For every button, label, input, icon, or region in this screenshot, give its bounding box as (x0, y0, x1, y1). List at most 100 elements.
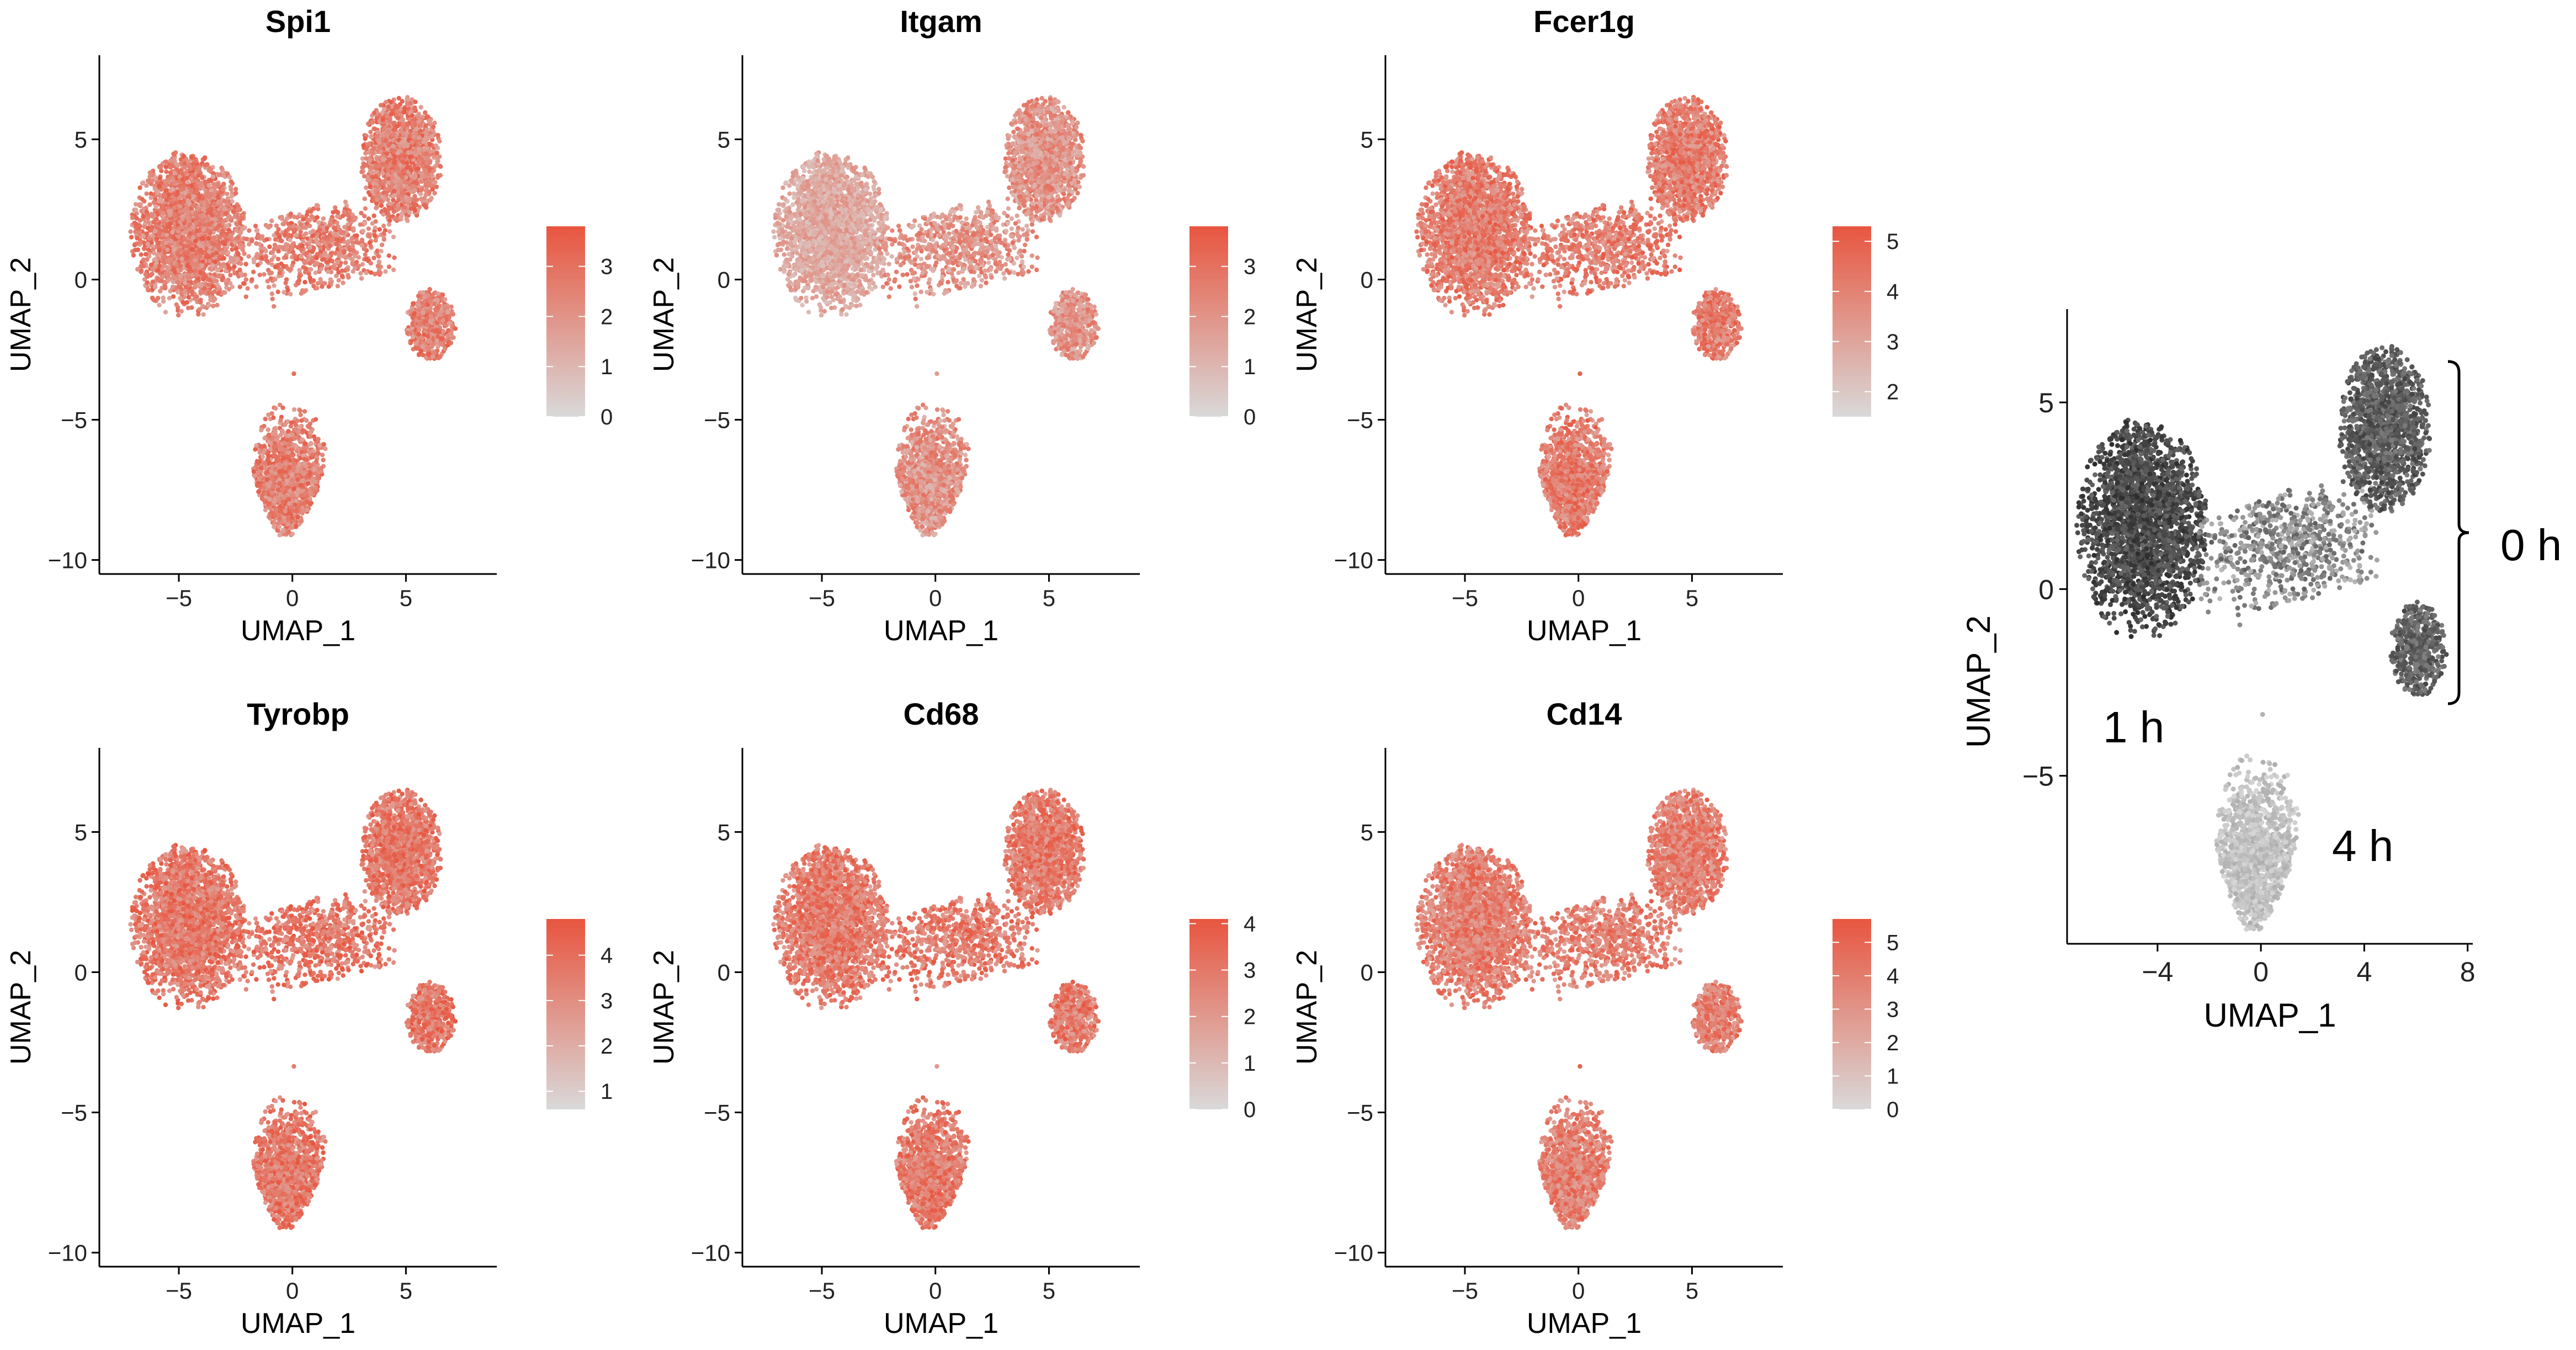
data-point (200, 259, 205, 264)
data-point (335, 259, 340, 265)
data-point (352, 265, 358, 271)
data-point (451, 335, 456, 340)
data-point (157, 248, 162, 253)
data-point (400, 99, 405, 104)
data-point (327, 243, 333, 248)
data-point (156, 295, 161, 301)
data-point (433, 179, 438, 185)
data-point (410, 123, 416, 128)
data-point (410, 322, 415, 327)
data-point (359, 169, 364, 174)
data-point (214, 251, 219, 256)
data-point (318, 277, 323, 282)
data-point (205, 254, 211, 259)
data-point (340, 274, 345, 279)
data-point (226, 265, 231, 270)
data-point (167, 265, 172, 270)
data-point (264, 258, 270, 264)
data-point (350, 244, 355, 249)
data-point (383, 269, 388, 274)
data-point (193, 165, 198, 170)
data-point (381, 237, 386, 242)
data-point (346, 275, 351, 280)
data-point (269, 257, 274, 262)
data-point (287, 237, 293, 242)
data-point (221, 290, 226, 295)
data-point (175, 289, 180, 295)
data-point (418, 348, 423, 354)
data-point (232, 264, 237, 269)
data-point (423, 183, 428, 188)
data-point (416, 302, 422, 307)
data-point (445, 333, 450, 338)
data-point (265, 279, 270, 284)
data-point (438, 173, 443, 178)
data-point (215, 268, 221, 273)
data-point (161, 299, 166, 304)
data-point (416, 114, 421, 120)
data-point (302, 261, 307, 265)
data-point (216, 183, 221, 188)
data-point (302, 280, 307, 285)
data-point (273, 264, 278, 270)
data-point (401, 123, 406, 127)
data-point (290, 242, 295, 247)
data-point (179, 309, 184, 314)
data-point (194, 273, 199, 278)
data-point (269, 291, 274, 296)
data-point (427, 120, 432, 125)
data-point (213, 259, 217, 264)
data-point (147, 202, 152, 207)
data-point (131, 253, 136, 258)
data-point (225, 251, 231, 256)
data-point (416, 332, 421, 337)
data-point (179, 187, 184, 192)
data-point (364, 156, 369, 161)
data-point (201, 227, 206, 232)
data-point (386, 253, 391, 258)
data-point (153, 228, 158, 234)
data-point (141, 214, 146, 219)
data-point (433, 143, 438, 148)
data-point (251, 269, 256, 274)
data-point (313, 270, 318, 275)
data-point (398, 215, 403, 220)
data-point (178, 274, 183, 279)
data-point (141, 180, 146, 185)
data-point (333, 232, 338, 238)
data-point (189, 155, 194, 160)
data-point (242, 272, 247, 278)
data-point (217, 172, 222, 178)
data-point (379, 242, 385, 247)
data-point (369, 135, 374, 140)
data-point (275, 231, 280, 236)
data-point (274, 245, 279, 249)
data-point (386, 104, 391, 109)
data-point (345, 267, 350, 272)
data-point (444, 313, 449, 319)
data-point (424, 316, 429, 321)
data-point (326, 269, 331, 274)
data-point (152, 183, 157, 188)
data-point (367, 141, 371, 146)
data-point (229, 218, 234, 223)
data-point (370, 150, 375, 155)
data-point (194, 258, 199, 263)
data-point (334, 273, 339, 278)
data-point (170, 176, 176, 181)
data-point (442, 347, 448, 352)
data-point (435, 132, 440, 138)
data-point (198, 253, 203, 259)
data-point (405, 185, 410, 190)
data-point (183, 190, 188, 195)
data-point (368, 261, 373, 266)
data-point (277, 270, 282, 275)
data-point (135, 236, 140, 241)
data-point (193, 238, 198, 244)
data-point (385, 172, 390, 177)
data-point (378, 199, 383, 204)
data-point (435, 297, 440, 303)
data-point (427, 287, 432, 292)
data-point (393, 104, 399, 109)
data-point (402, 106, 407, 111)
